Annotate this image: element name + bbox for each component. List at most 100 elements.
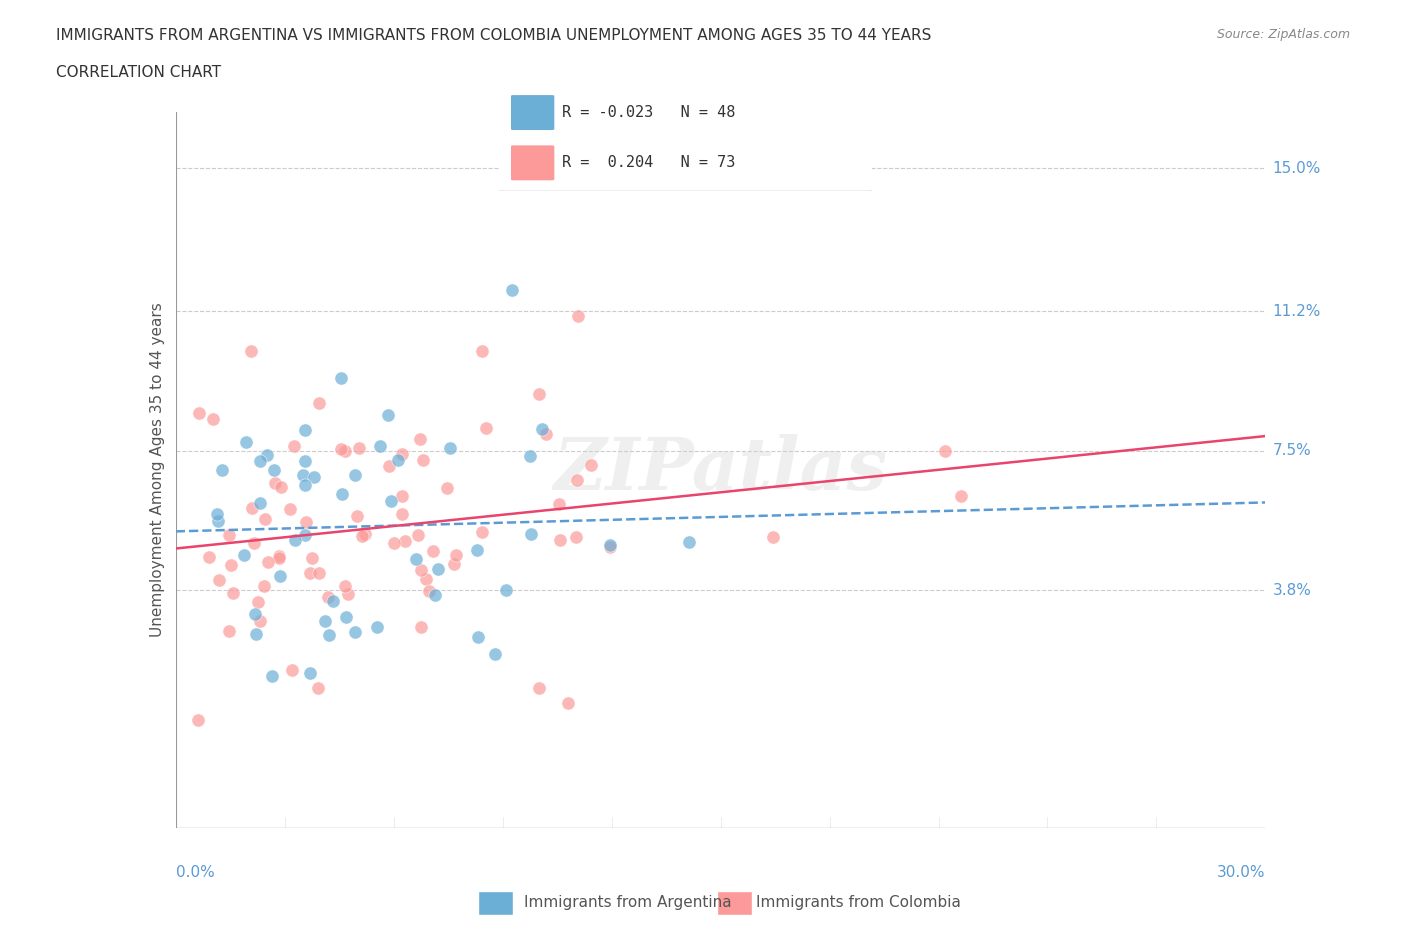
- Point: [264, 476, 287, 491]
- Point: [207, 513, 229, 528]
- Point: [208, 573, 231, 588]
- Point: [380, 494, 402, 509]
- Point: [343, 468, 366, 483]
- Point: [377, 407, 399, 422]
- Point: [240, 343, 263, 358]
- Point: [465, 543, 488, 558]
- Point: [391, 446, 413, 461]
- Point: [247, 594, 270, 609]
- Point: [202, 411, 225, 426]
- Point: [318, 628, 340, 643]
- Point: [762, 530, 785, 545]
- Point: [471, 344, 494, 359]
- Text: 0.0%: 0.0%: [176, 866, 215, 881]
- Point: [198, 550, 221, 565]
- Point: [295, 514, 318, 529]
- Text: 11.2%: 11.2%: [1272, 304, 1322, 319]
- Point: [257, 555, 280, 570]
- Point: [233, 547, 256, 562]
- Point: [394, 533, 416, 548]
- Point: [409, 619, 432, 634]
- Point: [415, 572, 437, 587]
- Point: [530, 421, 553, 436]
- Point: [270, 479, 292, 494]
- Point: [467, 630, 489, 644]
- Point: [314, 613, 336, 628]
- Point: [444, 548, 467, 563]
- Point: [281, 662, 304, 677]
- Point: [439, 441, 461, 456]
- Point: [344, 625, 367, 640]
- Point: [294, 454, 316, 469]
- Text: 3.8%: 3.8%: [1272, 583, 1312, 598]
- Point: [418, 583, 440, 598]
- Point: [949, 489, 972, 504]
- Point: [269, 568, 291, 583]
- Point: [409, 432, 432, 446]
- Point: [333, 444, 356, 458]
- Point: [308, 565, 330, 580]
- Point: [298, 565, 321, 580]
- Point: [218, 528, 240, 543]
- Point: [222, 585, 245, 600]
- Point: [301, 551, 323, 565]
- Point: [211, 462, 233, 477]
- Point: [599, 538, 621, 552]
- Point: [280, 501, 302, 516]
- Point: [308, 396, 330, 411]
- Point: [249, 614, 271, 629]
- Point: [519, 448, 541, 463]
- Point: [283, 438, 305, 453]
- Point: [495, 583, 517, 598]
- Point: [205, 506, 228, 521]
- Point: [405, 551, 427, 566]
- Bar: [717, 891, 752, 915]
- Point: [329, 371, 352, 386]
- Point: [253, 578, 276, 593]
- FancyBboxPatch shape: [495, 83, 876, 192]
- Text: IMMIGRANTS FROM ARGENTINA VS IMMIGRANTS FROM COLOMBIA UNEMPLOYMENT AMONG AGES 35: IMMIGRANTS FROM ARGENTINA VS IMMIGRANTS …: [56, 28, 932, 43]
- Point: [269, 551, 291, 565]
- Text: Source: ZipAtlas.com: Source: ZipAtlas.com: [1216, 28, 1350, 41]
- Point: [547, 497, 569, 512]
- Point: [350, 528, 373, 543]
- Point: [218, 623, 240, 638]
- Point: [534, 427, 557, 442]
- Point: [368, 438, 391, 453]
- Text: 30.0%: 30.0%: [1218, 866, 1265, 881]
- Point: [245, 627, 267, 642]
- Point: [260, 669, 283, 684]
- Point: [471, 525, 494, 539]
- Text: CORRELATION CHART: CORRELATION CHART: [56, 65, 221, 80]
- Point: [322, 594, 344, 609]
- Point: [256, 447, 278, 462]
- Point: [294, 527, 316, 542]
- Point: [294, 422, 316, 437]
- Point: [354, 527, 377, 542]
- Point: [934, 444, 956, 458]
- Point: [387, 453, 409, 468]
- Text: 15.0%: 15.0%: [1272, 161, 1322, 176]
- Point: [599, 539, 621, 554]
- Point: [329, 442, 352, 457]
- Point: [436, 481, 458, 496]
- Point: [426, 562, 449, 577]
- Point: [318, 590, 340, 604]
- Point: [366, 619, 388, 634]
- Point: [292, 467, 315, 482]
- Point: [409, 563, 432, 578]
- Point: [391, 507, 413, 522]
- Point: [484, 646, 506, 661]
- Point: [565, 529, 588, 544]
- Point: [527, 681, 550, 696]
- Point: [382, 536, 405, 551]
- Y-axis label: Unemployment Among Ages 35 to 44 years: Unemployment Among Ages 35 to 44 years: [149, 302, 165, 637]
- Point: [269, 549, 291, 564]
- Point: [330, 486, 353, 501]
- Point: [302, 470, 325, 485]
- Point: [335, 610, 357, 625]
- Point: [307, 681, 329, 696]
- Point: [299, 666, 322, 681]
- Point: [678, 535, 700, 550]
- Point: [475, 421, 498, 436]
